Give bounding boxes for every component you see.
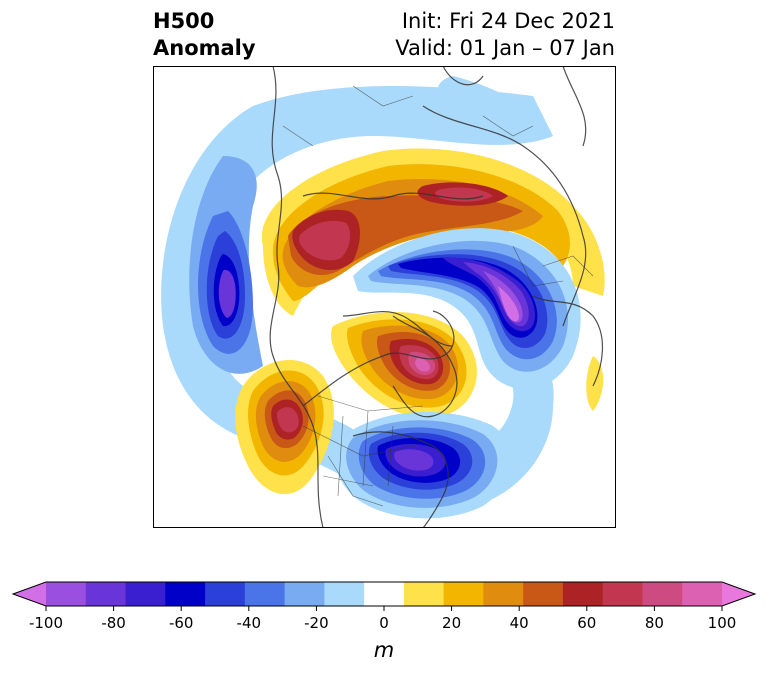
- political-borders: [282, 85, 594, 507]
- colorbar-tick-label: -40: [237, 614, 262, 632]
- map-dates: Init: Fri 24 Dec 2021 Valid: 01 Jan – 07…: [395, 8, 615, 62]
- colorbar-bin: [85, 582, 127, 606]
- colorbar-bin: [46, 582, 87, 606]
- colorbar-bin: [324, 582, 365, 606]
- colorbar-ticks: -100 -80 -60 -40 -20 0 20 40 60 80 100: [29, 606, 736, 632]
- colorbar-bin: [125, 582, 166, 606]
- colorbar-bin: [722, 582, 755, 606]
- colorbar-bin: [523, 582, 564, 606]
- colorbar-bin: [205, 582, 246, 606]
- anomaly-map: [153, 66, 616, 528]
- colorbar-bin: [364, 582, 405, 606]
- title-field: Anomaly: [153, 36, 256, 60]
- positive-pacific-nw: [235, 359, 334, 495]
- colorbar-bin: [403, 582, 445, 606]
- colorbar-tick-label: -20: [304, 614, 329, 632]
- colorbar-boxes: [11, 581, 757, 607]
- colorbar-tick-label: 20: [442, 614, 461, 632]
- colorbar-bin: [244, 582, 286, 606]
- valid-range: Valid: 01 Jan – 07 Jan: [395, 36, 615, 60]
- colorbar-bin: [13, 582, 46, 606]
- colorbar-tick-label: 100: [708, 614, 737, 632]
- colorbar-tick-label: 40: [510, 614, 529, 632]
- negative-trough-east: [353, 228, 581, 390]
- colorbar-tick-label: 60: [577, 614, 596, 632]
- negative-eastern-us: [334, 412, 512, 519]
- colorbar-tick-label: -100: [29, 614, 63, 632]
- colorbar-bin: [562, 582, 604, 606]
- colorbar-tick-label: -60: [169, 614, 194, 632]
- positive-greenland: [331, 312, 477, 418]
- coastlines: [269, 66, 604, 528]
- colorbar-bin: [165, 582, 206, 606]
- colorbar-bin: [602, 582, 643, 606]
- colorbar-bin: [443, 582, 484, 606]
- colorbar-tick-label: 0: [379, 614, 389, 632]
- colorbar-bin: [642, 582, 683, 606]
- init-date: Init: Fri 24 Dec 2021: [401, 9, 615, 33]
- colorbar-bin: [682, 582, 723, 606]
- colorbar-bin: [284, 582, 325, 606]
- title-variable: H500: [153, 9, 215, 33]
- map-title: H500 Anomaly: [153, 8, 256, 62]
- colorbar-unit: m: [374, 638, 394, 662]
- colorbar-bin: [483, 582, 524, 606]
- colorbar-tick-label: -80: [101, 614, 126, 632]
- colorbar-tick-label: 80: [645, 614, 664, 632]
- colorbar: -100 -80 -60 -40 -20 0 20 40 60 80 100 m: [11, 581, 757, 662]
